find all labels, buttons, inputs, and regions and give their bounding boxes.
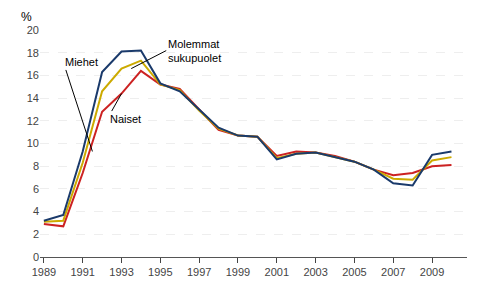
- svg-text:1999: 1999: [226, 266, 250, 278]
- svg-text:0: 0: [33, 251, 39, 263]
- svg-text:14: 14: [27, 92, 39, 104]
- svg-text:1993: 1993: [109, 266, 133, 278]
- svg-text:1997: 1997: [187, 266, 211, 278]
- svg-text:18: 18: [27, 47, 39, 59]
- svg-text:2005: 2005: [342, 266, 366, 278]
- svg-text:8: 8: [33, 160, 39, 172]
- svg-text:2007: 2007: [381, 266, 405, 278]
- svg-text:12: 12: [27, 115, 39, 127]
- svg-text:2009: 2009: [420, 266, 444, 278]
- svg-text:1989: 1989: [32, 266, 56, 278]
- svg-text:20: 20: [27, 24, 39, 36]
- svg-text:2003: 2003: [303, 266, 327, 278]
- svg-text:2001: 2001: [265, 266, 289, 278]
- svg-text:1995: 1995: [148, 266, 172, 278]
- svg-text:4: 4: [33, 205, 39, 217]
- svg-text:6: 6: [33, 183, 39, 195]
- svg-text:%: %: [21, 10, 32, 24]
- svg-text:16: 16: [27, 69, 39, 81]
- svg-text:1991: 1991: [70, 266, 94, 278]
- svg-text:Molemmatsukupuolet: Molemmatsukupuolet: [168, 38, 221, 64]
- svg-text:2: 2: [33, 228, 39, 240]
- svg-text:Naiset: Naiset: [110, 113, 141, 125]
- svg-text:Miehet: Miehet: [65, 56, 98, 68]
- svg-text:10: 10: [27, 137, 39, 149]
